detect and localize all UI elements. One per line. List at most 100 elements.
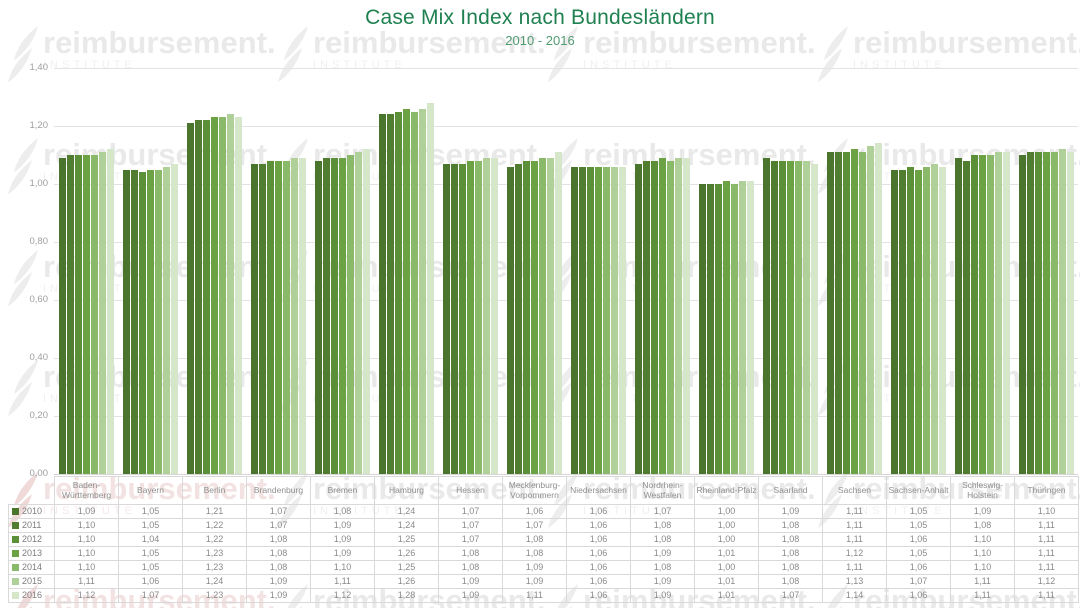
value-cell-th-ringen-2016: 1,11 — [1014, 588, 1079, 603]
bar-rheinland-pfalz-2015 — [738, 181, 746, 474]
bar-nordrhein-westfalen-2013 — [658, 157, 666, 474]
bar-niedersachsen-2015 — [610, 166, 618, 474]
gridline — [54, 358, 1078, 359]
bar-berlin-2012 — [202, 120, 210, 474]
bar-bayern-2013 — [146, 169, 154, 474]
bar-sachsen-2013 — [850, 149, 858, 474]
reimbursement-leaf-logo-icon — [8, 138, 38, 194]
table-header-cell-sachsen: Sachsen — [822, 476, 887, 505]
chart-subtitle: 2010 - 2016 — [505, 33, 575, 48]
bar-th-ringen-2012 — [1034, 152, 1042, 474]
bar-hessen-2011 — [450, 163, 458, 474]
value-cell-bremen-2015: 1,11 — [310, 574, 375, 589]
y-axis-tick-label: 1,00 — [29, 178, 49, 189]
bar-bayern-2014 — [154, 169, 162, 474]
value-cell-mecklenburg-vorpommern-2013: 1,08 — [502, 546, 567, 561]
bar-brandenburg-2010 — [250, 163, 258, 474]
value-cell-niedersachsen-2015: 1,06 — [566, 574, 631, 589]
bar-schleswig-holstein-2015 — [994, 152, 1002, 474]
value-cell-berlin-2011: 1,22 — [182, 518, 247, 533]
table-header-cell-baden-w-rttemberg: Baden- Württemberg — [54, 476, 119, 505]
bar-bremen-2011 — [322, 157, 330, 474]
value-cell-hessen-2013: 1,08 — [438, 546, 503, 561]
bar-th-ringen-2014 — [1050, 152, 1058, 474]
table-row-2014: 2014 1,10 1,05 1,23 1,08 1,10 1,25 1,08 1,09 1,06… — [8, 560, 1079, 575]
value-cell-schleswig-holstein-2010: 1,09 — [950, 504, 1015, 519]
watermark-brand-text: reimbursement. — [313, 25, 546, 60]
table-row-2011: 2011 1,10 1,05 1,22 1,07 1,09 1,24 1,07 1,07 1,06… — [8, 518, 1079, 533]
bar-niedersachsen-2010 — [570, 166, 578, 474]
value-cell-nordrhein-westfalen-2016: 1,09 — [630, 588, 695, 603]
bar-bremen-2014 — [346, 155, 354, 474]
value-cell-th-ringen-2012: 1,11 — [1014, 532, 1079, 547]
value-cell-bremen-2014: 1,10 — [310, 560, 375, 575]
value-cell-schleswig-holstein-2012: 1,10 — [950, 532, 1015, 547]
y-axis-tick-label: 1,20 — [29, 120, 49, 131]
value-cell-bayern-2010: 1,05 — [118, 504, 183, 519]
value-cell-nordrhein-westfalen-2011: 1,08 — [630, 518, 695, 533]
table-header-cell-sachsen-anhalt: Sachsen-Anhalt — [886, 476, 951, 505]
bar-rheinland-pfalz-2010 — [698, 184, 706, 474]
value-cell-schleswig-holstein-2016: 1,11 — [950, 588, 1015, 603]
watermark-brand-text: reimbursement. — [853, 25, 1080, 60]
bar-hessen-2015 — [482, 157, 490, 474]
bar-rheinland-pfalz-2011 — [706, 184, 714, 474]
watermark-brand-text: reimbursement. — [43, 25, 276, 60]
data-table: Baden- Württemberg Bayern Berlin Brandenbur… — [8, 476, 1079, 603]
value-cell-bremen-2013: 1,09 — [310, 546, 375, 561]
legend-swatch-2010 — [12, 508, 19, 516]
bar-hessen-2014 — [474, 160, 482, 474]
value-cell-hamburg-2010: 1,24 — [374, 504, 439, 519]
table-row-2012: 2012 1,10 1,04 1,22 1,08 1,09 1,25 1,07 1,08 1,06… — [8, 532, 1079, 547]
value-cell-brandenburg-2013: 1,08 — [246, 546, 311, 561]
bar-baden-w-rttemberg-2011 — [66, 155, 74, 474]
bar-sachsen-anhalt-2010 — [890, 169, 898, 474]
value-cell-rheinland-pfalz-2011: 1,00 — [694, 518, 759, 533]
value-cell-hessen-2014: 1,08 — [438, 560, 503, 575]
legend-swatch-2014 — [12, 564, 19, 572]
value-cell-rheinland-pfalz-2014: 1,00 — [694, 560, 759, 575]
value-cell-saarland-2014: 1,08 — [758, 560, 823, 575]
title-block: Case Mix Index nach Bundesländern 2010 -… — [0, 6, 1080, 48]
value-cell-brandenburg-2010: 1,07 — [246, 504, 311, 519]
value-cell-hessen-2011: 1,07 — [438, 518, 503, 533]
value-cell-mecklenburg-vorpommern-2012: 1,08 — [502, 532, 567, 547]
legend-year-cell-2014: 2014 — [8, 560, 55, 575]
bar-berlin-2016 — [234, 117, 242, 474]
table-row-2010: 2010 1,09 1,05 1,21 1,07 1,08 1,24 1,07 1,06 1,06… — [8, 504, 1079, 519]
bar-bayern-2011 — [130, 169, 138, 474]
table-header-cell-hamburg: Hamburg — [374, 476, 439, 505]
bar-mecklenburg-vorpommern-2012 — [522, 160, 530, 474]
bar-rheinland-pfalz-2014 — [730, 184, 738, 474]
value-cell-mecklenburg-vorpommern-2016: 1,11 — [502, 588, 567, 603]
value-cell-niedersachsen-2014: 1,06 — [566, 560, 631, 575]
bar-brandenburg-2016 — [298, 157, 306, 474]
table-header-cell-niedersachsen: Niedersachsen — [566, 476, 631, 505]
bar-hamburg-2014 — [410, 111, 418, 474]
bar-mecklenburg-vorpommern-2016 — [554, 152, 562, 474]
table-header-cell-schleswig-holstein: Schleswig- Holstein — [950, 476, 1015, 505]
bar-rheinland-pfalz-2013 — [722, 181, 730, 474]
bar-hessen-2016 — [490, 157, 498, 474]
value-cell-mecklenburg-vorpommern-2011: 1,07 — [502, 518, 567, 533]
bar-bayern-2016 — [170, 163, 178, 474]
chart-title: Case Mix Index nach Bundesländern — [365, 6, 715, 29]
value-cell-th-ringen-2014: 1,11 — [1014, 560, 1079, 575]
value-cell-hamburg-2015: 1,26 — [374, 574, 439, 589]
value-cell-hessen-2015: 1,09 — [438, 574, 503, 589]
bar-hessen-2010 — [442, 163, 450, 474]
bar-schleswig-holstein-2013 — [978, 155, 986, 474]
reimbursement-leaf-logo-icon — [8, 250, 38, 306]
value-cell-berlin-2015: 1,24 — [182, 574, 247, 589]
bar-schleswig-holstein-2014 — [986, 155, 994, 474]
bar-rheinland-pfalz-2012 — [714, 184, 722, 474]
legend-year-cell-2016: 2016 — [8, 588, 55, 603]
bar-nordrhein-westfalen-2016 — [682, 157, 690, 474]
value-cell-schleswig-holstein-2014: 1,10 — [950, 560, 1015, 575]
table-header-cell-bayern: Bayern — [118, 476, 183, 505]
value-cell-rheinland-pfalz-2016: 1,01 — [694, 588, 759, 603]
value-cell-niedersachsen-2011: 1,06 — [566, 518, 631, 533]
table-header-cell-nordrhein-westfalen: Nordrhein- Westfalen — [630, 476, 695, 505]
value-cell-hessen-2016: 1,09 — [438, 588, 503, 603]
y-axis-tick-label: 0,60 — [29, 294, 49, 305]
